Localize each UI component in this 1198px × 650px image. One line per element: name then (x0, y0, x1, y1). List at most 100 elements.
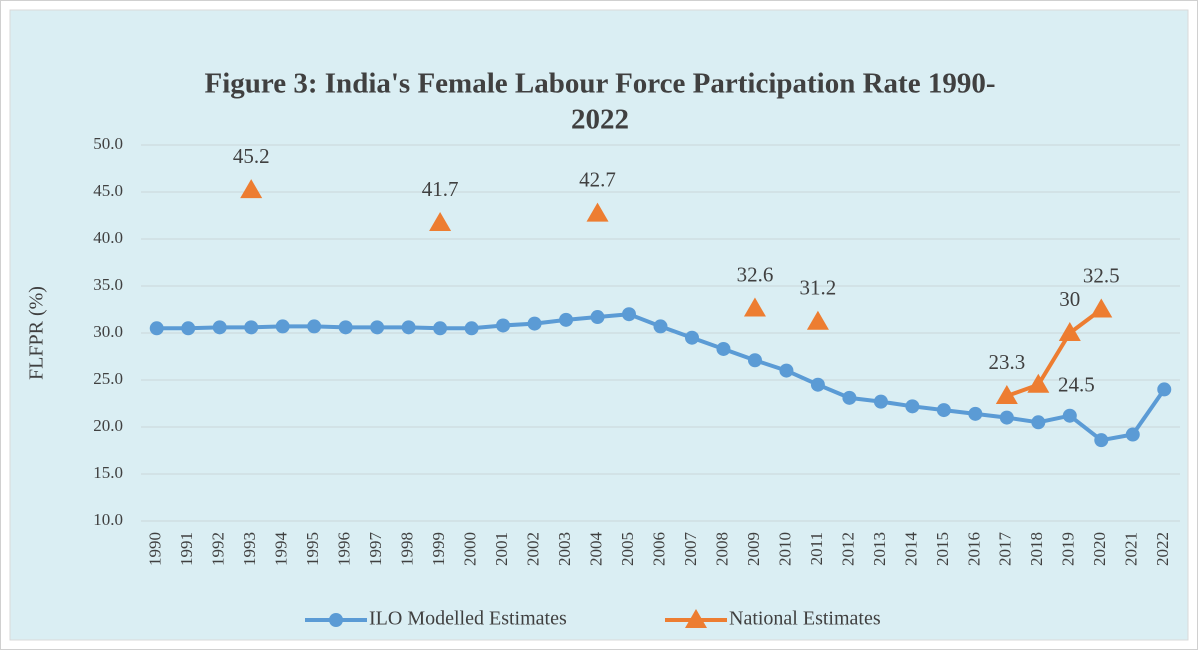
x-tick-label: 1997 (366, 532, 385, 567)
data-point (653, 319, 668, 334)
data-label: 42.7 (579, 167, 616, 191)
data-point (527, 316, 542, 331)
data-label: 24.5 (1058, 373, 1095, 397)
x-tick-label: 2021 (1122, 532, 1141, 566)
data-point (716, 341, 731, 356)
x-tick-label: 1991 (177, 532, 196, 566)
x-tick-label: 2000 (460, 532, 479, 566)
data-label: 23.3 (988, 350, 1025, 374)
y-axis-label: FLFPR (%) (26, 286, 48, 380)
x-tick-label: 2020 (1090, 532, 1109, 566)
data-point (622, 307, 637, 322)
data-point (1027, 373, 1050, 393)
data-point (338, 320, 353, 335)
x-tick-label: 2002 (523, 532, 542, 566)
legend-label: ILO Modelled Estimates (369, 608, 567, 630)
data-point (684, 330, 699, 345)
data-point (779, 363, 794, 378)
y-tick-label: 25.0 (93, 369, 123, 388)
x-tick-label: 2001 (492, 532, 511, 566)
x-tick-label: 2004 (586, 532, 605, 567)
chart-background (9, 9, 1189, 641)
x-tick-label: 2019 (1059, 532, 1078, 566)
x-tick-label: 2014 (901, 532, 920, 567)
chart-title: 2022 (571, 104, 629, 136)
data-point (1157, 382, 1172, 397)
x-tick-label: 2017 (996, 531, 1015, 566)
data-point (586, 202, 609, 222)
y-tick-label: 35.0 (93, 275, 123, 294)
data-label: 31.2 (800, 276, 837, 300)
data-label: 32.6 (737, 262, 774, 286)
data-point (244, 320, 259, 335)
x-tick-label: 2015 (933, 532, 952, 566)
data-point (995, 384, 1018, 404)
data-point (275, 319, 290, 334)
data-point (429, 212, 452, 232)
x-tick-label: 2012 (838, 532, 857, 566)
x-tick-label: 1992 (209, 532, 228, 566)
data-point (936, 403, 951, 418)
data-label: 45.2 (233, 144, 270, 168)
x-tick-label: 2011 (807, 532, 826, 565)
chart-title: Figure 3: India's Female Labour Force Pa… (205, 68, 996, 100)
data-point (240, 179, 263, 199)
data-point (370, 320, 385, 335)
data-point (747, 353, 762, 368)
data-point (743, 297, 766, 317)
x-tick-label: 1999 (429, 532, 448, 566)
x-tick-label: 1994 (272, 532, 291, 567)
data-point (1031, 415, 1046, 430)
data-point (590, 310, 605, 325)
data-point (1094, 433, 1109, 448)
data-point (1058, 322, 1081, 341)
data-label: 30 (1059, 287, 1080, 311)
x-tick-label: 2007 (681, 532, 700, 567)
data-point (1125, 427, 1140, 442)
data-point (464, 321, 479, 336)
series-line (1006, 307, 1103, 398)
x-tick-label: 2010 (775, 532, 794, 566)
x-tick-label: 2009 (744, 532, 763, 566)
y-tick-label: 20.0 (93, 416, 123, 435)
x-tick-label: 2016 (964, 532, 983, 566)
data-point (968, 406, 983, 421)
x-tick-label: 1995 (303, 532, 322, 566)
data-point (212, 320, 227, 335)
y-tick-label: 30.0 (93, 322, 123, 341)
data-point (905, 399, 920, 414)
data-point (559, 312, 574, 327)
data-point (873, 394, 888, 409)
x-tick-label: 2018 (1027, 532, 1046, 566)
x-tick-label: 2022 (1153, 532, 1172, 566)
x-tick-label: 2006 (649, 532, 668, 566)
y-tick-label: 40.0 (93, 228, 123, 247)
data-point (307, 319, 322, 334)
data-point (433, 321, 448, 336)
x-tick-label: 2008 (712, 532, 731, 566)
data-label: 41.7 (422, 177, 459, 201)
x-tick-label: 2003 (555, 532, 574, 566)
data-point (999, 410, 1014, 425)
x-tick-label: 1993 (240, 532, 259, 566)
x-tick-label: 1998 (398, 532, 417, 566)
x-tick-label: 2013 (870, 532, 889, 566)
data-point (1090, 298, 1113, 318)
x-tick-label: 2005 (618, 532, 637, 566)
legend-marker (685, 609, 707, 628)
y-tick-label: 45.0 (93, 181, 123, 200)
x-tick-label: 1996 (335, 532, 354, 566)
y-tick-label: 50.0 (93, 134, 123, 153)
legend-marker (329, 613, 343, 627)
y-tick-label: 15.0 (93, 463, 123, 482)
data-point (496, 318, 511, 333)
data-label: 32.5 (1083, 263, 1120, 287)
data-point (1062, 408, 1077, 423)
x-tick-label: 1990 (146, 532, 165, 566)
data-point (842, 390, 857, 405)
y-tick-label: 10.0 (93, 510, 123, 529)
data-point (401, 320, 416, 335)
data-point (181, 321, 196, 336)
data-point (810, 377, 825, 392)
